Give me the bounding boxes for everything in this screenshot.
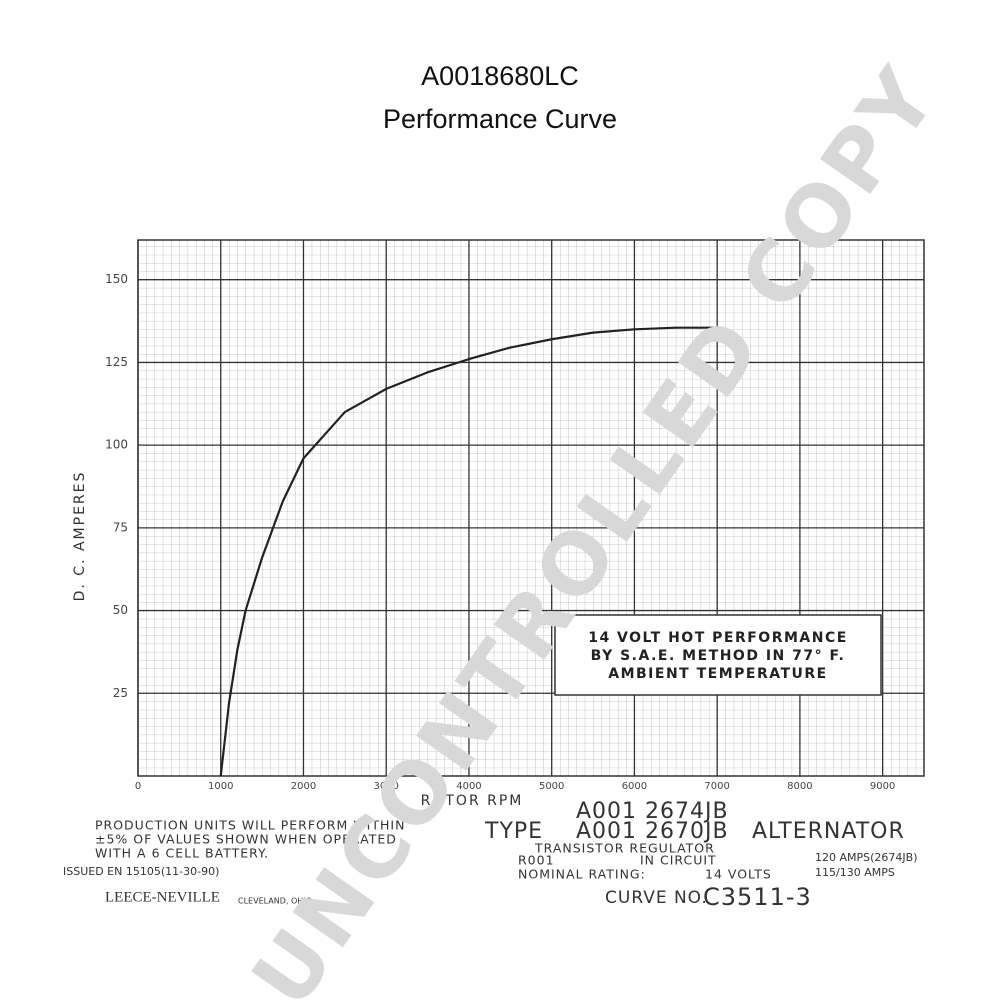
note-box (554, 614, 882, 696)
performance-curve (219, 326, 718, 777)
model: A001 2670JB (576, 819, 729, 844)
curve-no: C3511-3 (703, 883, 812, 911)
chart-subtitle: Performance Curve (383, 104, 617, 134)
x-tick-label: 6000 (622, 781, 647, 792)
production-note: WITH A 6 CELL BATTERY. (95, 846, 269, 861)
production-note: PRODUCTION UNITS WILL PERFORM WITHIN (95, 818, 405, 833)
maker-city: CLEVELAND, OHIO (238, 897, 312, 906)
y-tick-label: 125 (105, 355, 128, 369)
x-tick-label: 1000 (208, 781, 233, 792)
x-tick-label: 8000 (787, 781, 812, 792)
production-note: ±5% OF VALUES SHOWN WHEN OPERATED (95, 832, 397, 847)
x-tick-label: 5000 (539, 781, 564, 792)
issued: ISSUED EN 15105(11-30-90) (63, 865, 219, 878)
type-label: TYPE (484, 819, 543, 844)
y-tick-label: 50 (113, 603, 128, 617)
chart-title: A0018680LC (421, 61, 579, 91)
y-tick-label: 100 (105, 438, 128, 452)
x-tick-label: 4000 (456, 781, 481, 792)
y-tick-label: 25 (113, 686, 128, 700)
x-tick-label: 3000 (373, 781, 398, 792)
rating-label: NOMINAL RATING: (518, 867, 646, 882)
curve-no-label: CURVE NO. (605, 888, 708, 908)
x-tick-label: 2000 (291, 781, 316, 792)
x-tick-label: 7000 (704, 781, 729, 792)
maker: LEECE-NEVILLE (105, 889, 220, 905)
regulator-state: IN CIRCUIT (640, 853, 717, 868)
alternator: ALTERNATOR (752, 819, 905, 844)
box-line: 14 VOLT HOT PERFORMANCE (588, 630, 848, 646)
y-axis-label: D. C. AMPERES (72, 471, 88, 602)
x-axis-label: ROTOR RPM (421, 793, 524, 809)
regulator-code: R001 (518, 853, 555, 868)
rating-volts: 14 VOLTS (705, 867, 772, 882)
regulator: TRANSISTOR REGULATOR (534, 841, 715, 856)
model: A001 2674JB (576, 799, 729, 824)
y-tick-label: 150 (105, 272, 128, 286)
rating-amps: 115/130 AMPS (815, 866, 895, 879)
rating-amps: 120 AMPS(2674JB) (815, 851, 918, 864)
box-line: BY S.A.E. METHOD IN 77° F. (591, 648, 846, 664)
x-tick-label: 0 (135, 781, 141, 792)
y-tick-label: 75 (113, 520, 128, 534)
x-tick-label: 9000 (870, 781, 895, 792)
box-line: AMBIENT TEMPERATURE (608, 666, 828, 682)
